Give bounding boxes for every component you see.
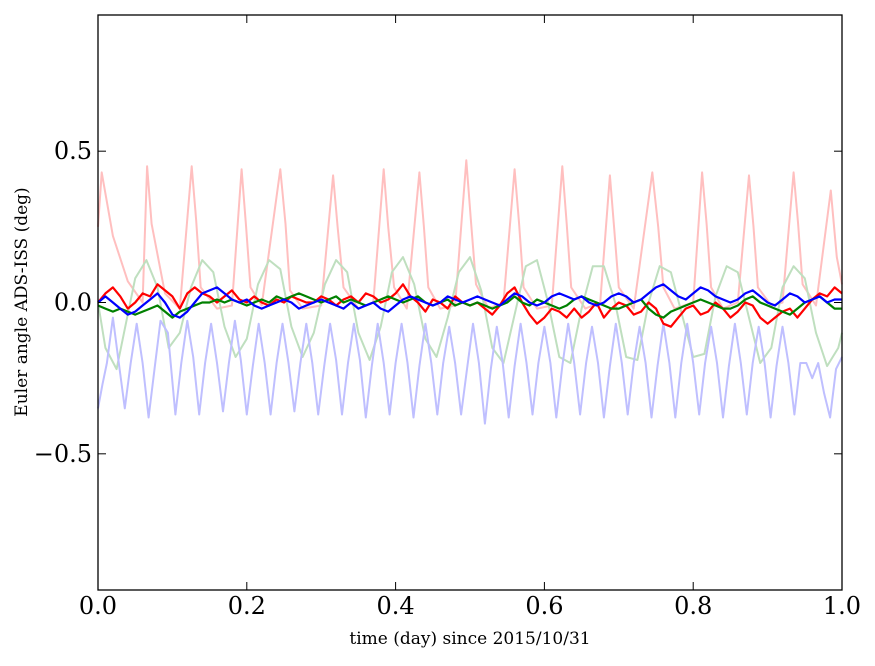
series-line-6 — [97, 283, 842, 319]
series-line-2 — [97, 256, 843, 371]
x-tick-label: 0.4 — [377, 592, 415, 620]
series-line-3 — [97, 316, 843, 425]
y-tick-label: 0.5 — [54, 137, 92, 165]
x-tick-label: 0.6 — [525, 592, 563, 620]
x-tick-label: 1.0 — [823, 592, 861, 620]
x-tick-label: 0.2 — [228, 592, 266, 620]
series-line-5 — [97, 292, 842, 319]
y-tick-label: −0.5 — [34, 440, 92, 468]
x-tick-label: 0.0 — [79, 592, 117, 620]
series-layer — [97, 159, 843, 425]
ticks-layer: 0.0 0.2 0.4 0.6 0.8 1.0 0.5 0.0 −0.5 — [34, 15, 861, 620]
x-axis-label: time (day) since 2015/10/31 — [349, 629, 590, 649]
y-axis-label: Euler angle ADS-ISS (deg) — [12, 187, 32, 416]
series-line-1 — [97, 159, 843, 310]
y-tick-label: 0.0 — [54, 289, 92, 317]
x-tick-label: 0.8 — [674, 592, 712, 620]
